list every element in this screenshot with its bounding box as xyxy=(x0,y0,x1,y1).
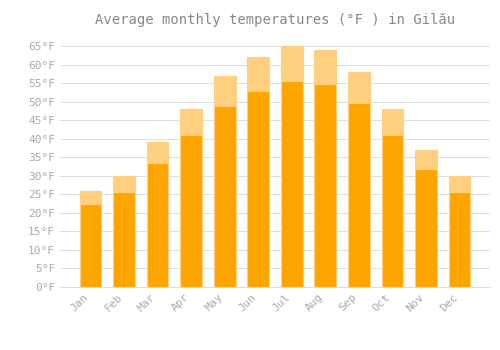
Bar xyxy=(80,191,102,205)
Bar xyxy=(113,176,135,287)
Bar xyxy=(180,109,202,136)
Bar xyxy=(248,57,269,287)
Bar xyxy=(248,57,269,92)
Bar xyxy=(281,46,302,287)
Bar xyxy=(382,109,404,136)
Bar xyxy=(382,109,404,287)
Bar xyxy=(80,191,102,287)
Bar xyxy=(214,76,236,287)
Bar xyxy=(146,142,169,164)
Bar xyxy=(180,109,202,287)
Bar xyxy=(146,142,169,287)
Bar xyxy=(415,150,437,287)
Bar xyxy=(415,150,437,170)
Bar xyxy=(448,176,470,287)
Bar xyxy=(348,72,370,104)
Bar xyxy=(314,50,336,85)
Bar xyxy=(281,46,302,82)
Title: Average monthly temperatures (°F ) in Gilău: Average monthly temperatures (°F ) in Gi… xyxy=(95,13,455,27)
Bar xyxy=(214,76,236,107)
Bar xyxy=(314,50,336,287)
Bar xyxy=(348,72,370,287)
Bar xyxy=(448,176,470,192)
Bar xyxy=(113,176,135,192)
